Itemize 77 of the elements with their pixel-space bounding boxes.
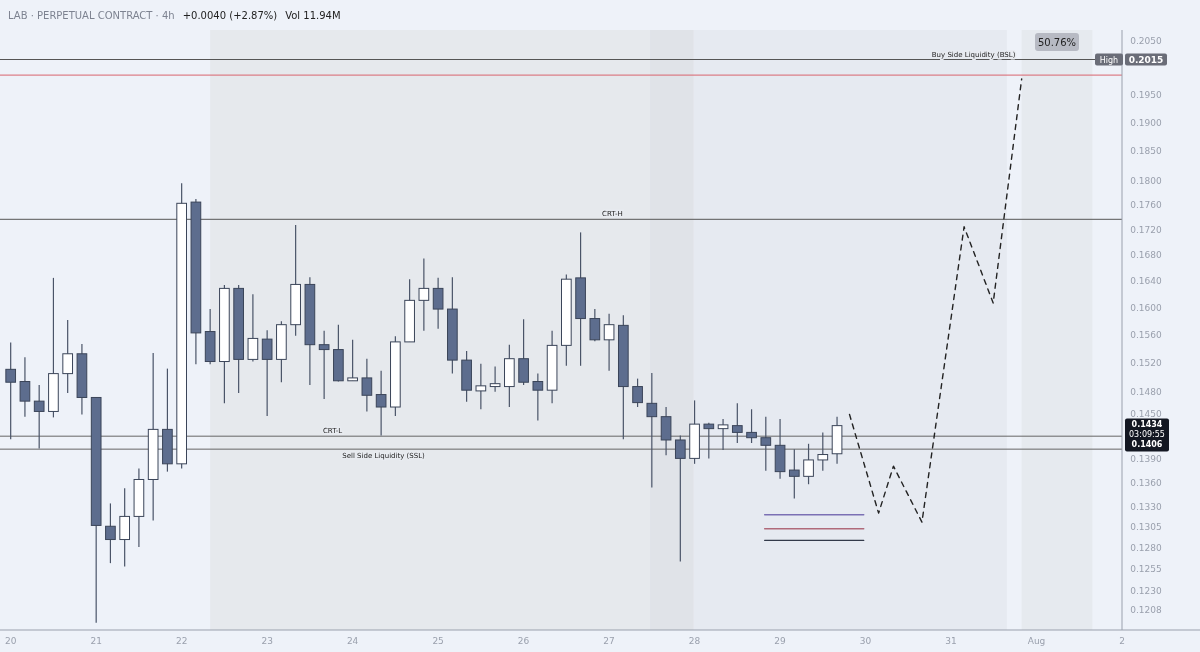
y-tick-label: 0.1680 xyxy=(1130,250,1163,261)
y-tick-label: 0.1450 xyxy=(1130,408,1163,419)
candlestick xyxy=(19,356,31,418)
x-tick-label: 2 xyxy=(1119,636,1125,646)
y-tick-label: 0.1640 xyxy=(1130,276,1163,287)
y-tick-label: 0.1230 xyxy=(1130,585,1163,596)
y-tick-label: 0.1360 xyxy=(1130,477,1163,488)
y-tick-label: 0.1560 xyxy=(1130,329,1163,340)
chart-title: LAB · PERPETUAL CONTRACT · 4h xyxy=(8,10,175,21)
candlestick xyxy=(603,313,615,372)
candlestick xyxy=(746,408,757,444)
y-tick-label: 0.1255 xyxy=(1130,564,1162,575)
candlestick xyxy=(717,418,729,451)
x-tick-label: 22 xyxy=(175,636,188,646)
candlestick xyxy=(489,365,501,393)
y-tick-label: 0.1950 xyxy=(1130,89,1163,100)
x-tick-label: 28 xyxy=(688,636,701,646)
candlestick xyxy=(475,363,487,410)
candlestick xyxy=(432,277,444,330)
y-tick-label: 0.1330 xyxy=(1130,501,1163,512)
candlestick xyxy=(105,502,116,564)
text: Vol 11.94M xyxy=(285,10,341,21)
x-tick-label: 26 xyxy=(517,636,530,646)
candlestick xyxy=(261,329,273,417)
candlestick xyxy=(803,443,814,485)
candlestick xyxy=(5,341,17,440)
band-label: 50.76% xyxy=(1037,37,1077,48)
y-tick-label: 0.1600 xyxy=(1130,302,1163,313)
x-tick-label: Aug xyxy=(1027,636,1046,646)
x-tick-label: 25 xyxy=(432,636,444,646)
y-tick-label: 0.1280 xyxy=(1130,542,1163,553)
y-tick-label: 0.1208 xyxy=(1130,605,1163,616)
candlestick xyxy=(62,319,74,394)
x-tick-label: 29 xyxy=(774,636,787,646)
text: 0.1406 xyxy=(1131,439,1163,449)
candlestick xyxy=(646,372,658,489)
x-tick-label: 30 xyxy=(859,636,872,646)
x-tick-label: 21 xyxy=(90,636,102,646)
x-tick-label: 27 xyxy=(603,636,615,646)
candlestick xyxy=(703,422,715,459)
candlestick xyxy=(817,431,829,472)
candlestick xyxy=(418,257,430,332)
chart-subtitle: +0.0040 (+2.87%) xyxy=(182,10,278,21)
x-tick-label: 20 xyxy=(4,636,17,646)
text: 0.2015 xyxy=(1128,54,1164,65)
y-tick-label: 0.2050 xyxy=(1130,35,1163,46)
candlestick xyxy=(674,434,686,563)
y-tick-label: 0.1480 xyxy=(1130,386,1163,397)
candlestick xyxy=(375,370,387,437)
candlestick xyxy=(361,358,373,413)
candlestick xyxy=(660,406,672,456)
y-tick-label: 0.1850 xyxy=(1130,146,1163,157)
candlestick xyxy=(589,308,601,342)
candlestick xyxy=(731,402,743,444)
text: 03:09:55 xyxy=(1129,429,1165,439)
y-tick-label: 0.1800 xyxy=(1130,175,1163,186)
candlestick xyxy=(247,293,259,363)
candlestick xyxy=(632,378,643,408)
x-tick-label: 23 xyxy=(261,636,273,646)
y-tick-label: 0.1520 xyxy=(1130,357,1163,368)
x-tick-label: 24 xyxy=(346,636,359,646)
y-tick-label: 0.1760 xyxy=(1130,200,1163,211)
y-tick-label: 0.1390 xyxy=(1130,454,1163,465)
candlestick xyxy=(532,373,544,421)
candlestick xyxy=(318,330,330,400)
y-tick-label: 0.1305 xyxy=(1130,522,1162,533)
candlestick xyxy=(347,339,358,382)
text: 0.1434 xyxy=(1131,419,1163,429)
candlestick xyxy=(119,487,131,568)
candlestick xyxy=(518,318,529,386)
candlestick xyxy=(33,384,45,449)
x-tick-label: 31 xyxy=(945,636,957,646)
candlestick xyxy=(788,448,800,500)
y-tick-label: 0.1900 xyxy=(1130,117,1163,128)
annotation: High xyxy=(1099,55,1119,65)
candlestick xyxy=(760,416,772,472)
y-tick-label: 0.1720 xyxy=(1130,224,1163,235)
